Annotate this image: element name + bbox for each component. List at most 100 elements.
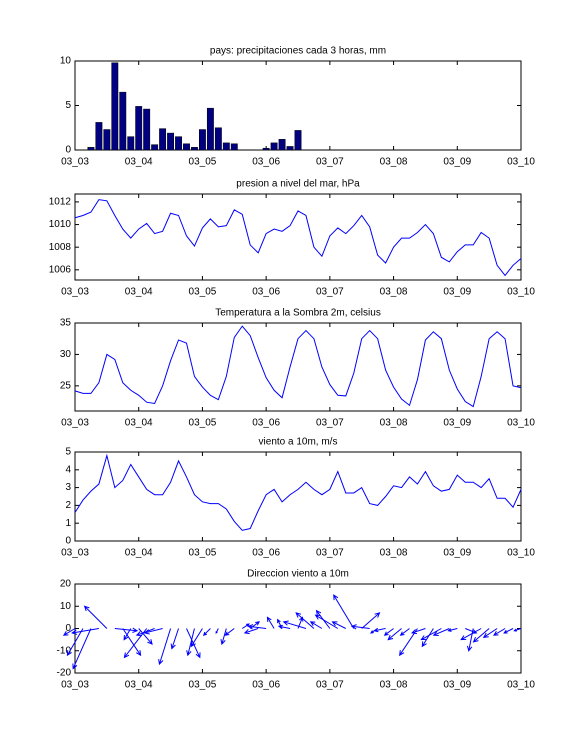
axes-frame: [74, 193, 522, 281]
y-tick-label: 2: [65, 500, 71, 511]
bar: [103, 129, 111, 151]
x-tick-label: 03_03: [61, 287, 89, 298]
x-tick-label: 03_05: [189, 157, 217, 168]
chart-title: Temperatura a la Sombra 2m, celsius: [215, 308, 381, 319]
bar: [262, 147, 270, 151]
x-tick-label: 03_09: [443, 548, 471, 559]
x-tick-label: 03_05: [189, 548, 217, 559]
x-tick-label: 03_08: [380, 418, 408, 429]
wind-arrow: [460, 628, 482, 641]
bar: [230, 143, 238, 151]
wind-arrow: [241, 623, 250, 629]
x-tick-label: 03_03: [61, 680, 89, 691]
bar: [135, 106, 143, 151]
chart-title: presion a nivel del mar, hPa: [236, 179, 360, 190]
y-tick-label: 5: [65, 100, 71, 111]
x-tick-label: 03_04: [125, 680, 153, 691]
y-tick-label: 0: [65, 623, 71, 634]
bar: [294, 130, 302, 151]
x-tick-label: 03_09: [443, 418, 471, 429]
wind-arrow: [247, 624, 267, 630]
wind-arrow: [71, 628, 99, 635]
wind-arrow: [282, 620, 307, 629]
bar: [278, 139, 286, 151]
wind-arrow: [432, 628, 450, 636]
bar: [95, 122, 103, 151]
x-tick-label: 03_03: [61, 157, 89, 168]
y-tick-label: 20: [60, 579, 72, 590]
chart-title: viento a 10m, m/s: [259, 437, 338, 448]
wind-arrow: [243, 628, 259, 635]
bar: [198, 129, 206, 151]
x-tick-label: 03_04: [125, 418, 153, 429]
wind-arrow: [472, 628, 490, 643]
x-tick-label: 03_08: [380, 680, 408, 691]
bar: [175, 136, 182, 151]
wind-arrow: [333, 594, 355, 629]
x-tick-label: 03_09: [443, 157, 471, 168]
x-tick-label: 03_09: [443, 287, 471, 298]
x-tick-label: 03_04: [125, 548, 153, 559]
y-tick-label: 10: [60, 56, 72, 67]
y-tick-label: 1: [65, 518, 71, 529]
bar: [206, 107, 214, 151]
x-tick-label: 03_07: [316, 287, 344, 298]
bar: [111, 62, 119, 151]
wind-arrow: [143, 628, 163, 635]
y-tick-label: 3: [65, 482, 71, 493]
wind-arrow: [66, 628, 84, 657]
wind-arrow: [447, 628, 458, 632]
bar: [159, 128, 167, 151]
y-tick-label: 0: [65, 145, 71, 156]
wind-arrow: [492, 628, 506, 636]
y-tick-label: -20: [57, 668, 72, 679]
wind-arrow: [331, 621, 347, 629]
data-line: [74, 325, 522, 408]
bar: [214, 127, 222, 151]
x-tick-label: 03_05: [189, 418, 217, 429]
wind-arrow: [383, 628, 394, 636]
wind-arrow: [158, 628, 172, 666]
y-tick-label: 25: [60, 380, 72, 391]
bar: [222, 142, 230, 151]
y-tick-label: 0: [65, 536, 71, 547]
wind-arrow: [399, 628, 410, 636]
wind-arrow: [138, 628, 153, 645]
x-tick-label: 03_05: [189, 680, 217, 691]
wind-arrow: [309, 621, 323, 629]
x-tick-label: 03_03: [61, 418, 89, 429]
y-tick-label: 1008: [49, 242, 72, 253]
wind-arrow: [249, 621, 261, 629]
x-tick-label: 03_06: [252, 418, 280, 429]
y-tick-label: 4: [65, 464, 71, 475]
x-tick-label: 03_10: [507, 680, 535, 691]
y-tick-label: -10: [57, 645, 72, 656]
wind-arrow: [186, 628, 195, 657]
wind-arrow: [72, 628, 92, 670]
x-tick-label: 03_05: [189, 287, 217, 298]
wind-arrow: [295, 612, 315, 629]
wind-arrow: [123, 628, 132, 641]
wind-arrow: [411, 628, 426, 635]
x-tick-label: 03_04: [125, 157, 153, 168]
bar: [183, 143, 190, 151]
wind-arrow: [122, 628, 142, 657]
x-tick-label: 03_10: [507, 418, 535, 429]
x-tick-label: 03_10: [507, 157, 535, 168]
wind-arrow: [220, 628, 227, 646]
bar: [143, 108, 151, 151]
wind-arrow: [170, 628, 180, 650]
bar: [270, 142, 278, 151]
y-tick-label: 5: [65, 447, 71, 458]
x-tick-label: 03_06: [252, 548, 280, 559]
x-tick-label: 03_06: [252, 680, 280, 691]
wind-arrow: [83, 605, 108, 629]
x-tick-label: 03_07: [316, 157, 344, 168]
axes-frame: [74, 322, 522, 412]
bar: [119, 91, 127, 151]
chart-title: Direccion viento a 10m: [247, 569, 349, 580]
bar: [87, 147, 95, 151]
bar: [191, 147, 198, 151]
